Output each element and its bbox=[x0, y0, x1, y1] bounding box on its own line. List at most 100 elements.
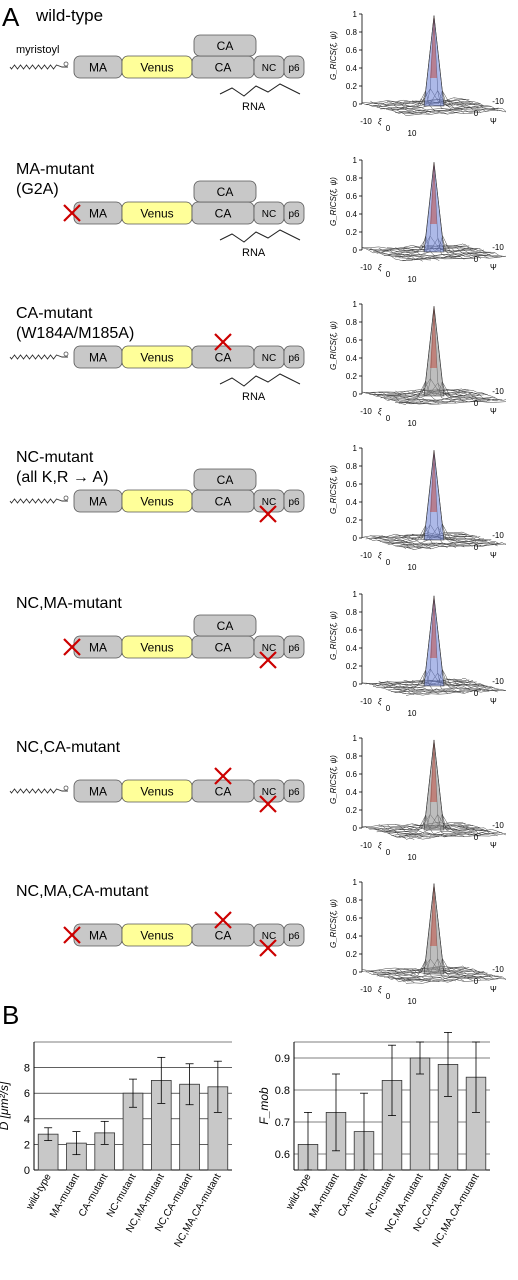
psi-tick-label: 0 bbox=[474, 833, 479, 842]
mesh-line bbox=[391, 973, 492, 979]
mesh-line bbox=[445, 677, 490, 692]
z-axis-label: G_RICS(ξ, ψ) bbox=[329, 321, 338, 370]
mesh-line bbox=[361, 244, 463, 249]
nc-label: NC bbox=[262, 643, 276, 654]
xi-tick-label: 10 bbox=[408, 563, 417, 572]
correlation-peak bbox=[423, 161, 445, 253]
rna-label: RNA bbox=[242, 247, 266, 259]
z-tick-label: 0.4 bbox=[346, 64, 358, 73]
z-tick-label: 0.6 bbox=[346, 192, 358, 201]
z-tick-label: 0.8 bbox=[346, 462, 358, 471]
y-tick-label: 8 bbox=[24, 1063, 30, 1075]
construct-diagram: myristoyl MA Venus CA NC p6 CA RNA bbox=[9, 34, 305, 113]
mesh-line bbox=[461, 531, 507, 545]
xi-tick-label: -10 bbox=[360, 697, 372, 706]
xi-tick-label: 0 bbox=[386, 992, 391, 1001]
ca-mutation-cross bbox=[214, 911, 232, 929]
mesh-line bbox=[369, 389, 470, 395]
ca-label: CA bbox=[215, 207, 232, 221]
z-tick-label: 0.4 bbox=[346, 498, 358, 507]
ca-dimer-label: CA bbox=[217, 619, 234, 633]
y-tick-label: 0.9 bbox=[275, 1053, 290, 1065]
construct-title-line: NC,MA-mutant bbox=[16, 595, 122, 612]
p6-segment bbox=[283, 923, 305, 947]
myristoyl-chain bbox=[9, 788, 68, 794]
rna-label: RNA bbox=[242, 391, 266, 403]
myristoyl-chain bbox=[9, 64, 68, 70]
mesh-line bbox=[405, 109, 507, 116]
psi-tick-label: 0 bbox=[474, 255, 479, 264]
nc-label: NC bbox=[262, 497, 276, 508]
psi-tick-label: -10 bbox=[492, 97, 504, 106]
mesh-line bbox=[445, 533, 490, 546]
z-tick-label: 0.6 bbox=[346, 336, 358, 345]
psi-axis-label: Ψ bbox=[490, 263, 497, 272]
y-tick-label: 0.7 bbox=[275, 1117, 290, 1129]
xi-tick-label: -10 bbox=[360, 407, 372, 416]
glycine-mark bbox=[63, 61, 69, 67]
p6-segment bbox=[283, 201, 305, 225]
mesh-line bbox=[405, 543, 507, 550]
construct-title-line: (all K,R → A) bbox=[16, 469, 109, 486]
nc-label: NC bbox=[262, 63, 276, 74]
mesh-line bbox=[361, 970, 407, 983]
mesh-line bbox=[386, 247, 432, 261]
construct-diagram: MA Venus CA NC p6 CA bbox=[63, 614, 305, 669]
mesh-line bbox=[361, 826, 407, 839]
venus-label: Venus bbox=[140, 641, 173, 655]
myristoyl-chain bbox=[9, 354, 68, 360]
correlation-peak bbox=[423, 595, 445, 687]
mesh-line bbox=[394, 252, 496, 258]
ca-dimer-segment bbox=[193, 468, 257, 491]
mesh-line bbox=[386, 680, 432, 693]
mesh-line bbox=[405, 255, 507, 261]
venus-label: Venus bbox=[140, 495, 173, 509]
ma-label: MA bbox=[89, 929, 107, 943]
construct-title: NC,CA-mutant bbox=[16, 738, 120, 758]
construct-diagram: MA Venus CA NC p6 bbox=[9, 767, 305, 813]
psi-tick-label: -10 bbox=[492, 677, 504, 686]
mesh-line bbox=[398, 107, 499, 113]
psi-tick-label: 0 bbox=[474, 543, 479, 552]
psi-tick-label: -10 bbox=[492, 531, 504, 540]
mesh-line bbox=[395, 390, 440, 404]
z-tick-label: 1 bbox=[353, 444, 358, 453]
xi-tick-label: -10 bbox=[360, 117, 372, 126]
construct-title: CA-mutant (W184A/M185A) bbox=[16, 304, 134, 344]
mesh-line bbox=[361, 102, 407, 116]
ma-label: MA bbox=[89, 351, 107, 365]
p6-segment bbox=[283, 55, 305, 79]
z-tick-label: 0 bbox=[353, 246, 358, 255]
p6-label: p6 bbox=[288, 787, 300, 798]
ca-dimer-label: CA bbox=[217, 185, 234, 199]
nc-mutation-cross bbox=[259, 651, 277, 669]
ca-mutation-cross bbox=[214, 333, 232, 351]
psi-tick-label: -10 bbox=[492, 965, 504, 974]
mesh-line bbox=[436, 822, 482, 836]
psi-tick-label: 0 bbox=[474, 109, 479, 118]
venus-label: Venus bbox=[140, 61, 173, 75]
mesh-line bbox=[436, 388, 481, 401]
psi-tick-label: -10 bbox=[492, 387, 504, 396]
z-tick-label: 1 bbox=[353, 300, 358, 309]
construct-diagram: MA Venus CA NC p6 CA RNA bbox=[63, 180, 305, 259]
y-axis-label: F_mob bbox=[258, 1087, 271, 1125]
mesh-line bbox=[405, 690, 507, 696]
mesh-line bbox=[365, 966, 466, 973]
construct-diagram: MA Venus CA NC p6 CA bbox=[9, 468, 305, 523]
xi-tick-label: -10 bbox=[360, 263, 372, 272]
construct-title-line: NC,CA-mutant bbox=[16, 739, 121, 756]
mesh-line bbox=[386, 391, 432, 404]
xi-tick-label: 0 bbox=[386, 124, 391, 133]
mesh-line bbox=[453, 967, 498, 980]
z-tick-label: 0.4 bbox=[346, 788, 358, 797]
correlation-peak-highlight bbox=[430, 450, 437, 512]
nc-label: NC bbox=[262, 353, 276, 364]
z-tick-label: 0.2 bbox=[346, 516, 358, 525]
z-axis-label: G_RICS(ξ, ψ) bbox=[329, 31, 338, 80]
mesh-line bbox=[394, 541, 496, 547]
z-tick-label: 0 bbox=[353, 680, 358, 689]
mesh-line bbox=[453, 389, 498, 402]
